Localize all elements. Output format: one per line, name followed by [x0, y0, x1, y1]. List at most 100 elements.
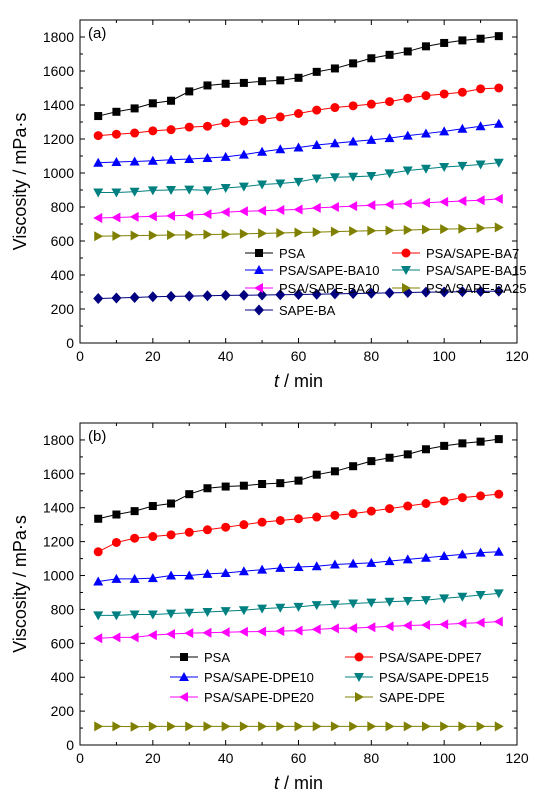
x-tick-label: 40	[218, 750, 234, 766]
data-point	[167, 96, 176, 105]
data-point	[130, 721, 140, 732]
data-point	[275, 205, 285, 216]
data-point	[402, 596, 413, 606]
data-point	[440, 38, 449, 47]
data-point	[349, 226, 359, 237]
data-point	[293, 602, 304, 612]
data-point	[384, 287, 395, 299]
legend-label: PSA/SAPE-DPE20	[204, 690, 314, 705]
data-point	[312, 105, 322, 115]
data-point	[276, 228, 286, 239]
series-PSA	[94, 435, 503, 523]
data-point	[239, 481, 248, 490]
data-point	[147, 630, 157, 641]
data-point	[494, 489, 504, 499]
data-point	[112, 510, 121, 519]
legend-marker	[179, 692, 188, 702]
data-point	[293, 289, 304, 301]
data-point	[366, 622, 376, 633]
legend-item: PSA/SAPE-BA10	[245, 263, 379, 278]
data-point	[203, 81, 212, 90]
y-tick-label: 1600	[43, 466, 74, 482]
data-point	[166, 290, 177, 302]
data-point	[93, 633, 103, 644]
data-point	[185, 490, 194, 499]
data-point	[349, 721, 359, 732]
data-point	[402, 198, 412, 209]
data-point	[312, 470, 321, 479]
data-point	[111, 156, 122, 166]
data-point	[166, 186, 177, 195]
data-point	[129, 610, 140, 620]
data-point	[420, 552, 431, 562]
data-point	[420, 164, 431, 174]
data-point	[147, 211, 157, 222]
data-point	[457, 592, 468, 602]
data-point	[275, 289, 286, 301]
data-point	[257, 517, 267, 527]
data-point	[147, 610, 158, 620]
data-point	[329, 623, 339, 634]
data-point	[367, 721, 377, 732]
data-point	[329, 202, 339, 212]
data-point	[312, 512, 322, 522]
data-point	[366, 287, 377, 299]
data-point	[439, 163, 450, 173]
data-point	[366, 99, 376, 109]
data-point	[202, 186, 213, 196]
data-point	[276, 721, 286, 732]
data-point	[166, 154, 177, 164]
data-point	[420, 128, 431, 138]
data-point	[348, 101, 358, 111]
legend-marker	[402, 283, 411, 293]
data-point	[257, 114, 267, 124]
legend-label: SAPE-DPE	[379, 690, 445, 705]
data-point	[475, 547, 486, 557]
data-point	[202, 525, 212, 535]
legend: PSA PSA/SAPE-DPE7 PSA/SAPE-DPE10 PSA/SAPE-D…	[170, 650, 489, 705]
legend-marker	[354, 673, 364, 682]
data-point	[366, 172, 377, 182]
y-tick-label: 1200	[43, 534, 74, 550]
data-point	[93, 576, 104, 586]
data-point	[329, 173, 340, 183]
legend: PSA PSA/SAPE-BA7 PSA/SAPE-BA10 PSA/SAPE-BA1…	[245, 246, 526, 318]
data-point	[147, 186, 158, 196]
data-point	[385, 97, 395, 107]
data-point	[439, 496, 449, 506]
y-tick-label: 200	[51, 703, 75, 719]
series-PSA/SAPE-DPE20	[93, 616, 503, 644]
data-point	[329, 138, 340, 148]
x-tick-label: 60	[291, 750, 307, 766]
data-point	[221, 118, 231, 128]
legend-item: PSA/SAPE-BA25	[392, 281, 526, 296]
data-point	[221, 482, 230, 491]
y-tick-label: 600	[51, 233, 75, 249]
data-point	[494, 83, 504, 93]
data-point	[166, 210, 176, 221]
legend-marker	[254, 304, 264, 316]
y-tick-label: 1800	[43, 432, 74, 448]
data-point	[367, 225, 377, 236]
data-point	[494, 222, 504, 233]
series-PSA/SAPE-BA15	[93, 158, 504, 198]
series-PSA/SAPE-DPE7	[93, 489, 504, 557]
y-tick-label: 200	[51, 301, 75, 317]
data-point	[402, 166, 413, 176]
data-point	[93, 611, 104, 621]
data-point	[312, 721, 322, 732]
y-tick-label: 1400	[43, 97, 74, 113]
data-point	[257, 205, 267, 216]
chart-panel-b: 0 20 40 60 80 100 1200200400600800100012001400…	[10, 422, 529, 793]
data-point	[311, 139, 322, 149]
series-PSA/SAPE-BA7	[93, 83, 504, 141]
data-point	[93, 131, 103, 141]
data-point	[93, 213, 103, 224]
data-point	[220, 567, 231, 577]
data-point	[221, 721, 231, 732]
data-point	[111, 188, 122, 198]
data-point	[238, 606, 249, 616]
data-point	[185, 229, 195, 240]
data-point	[129, 573, 140, 583]
data-point	[184, 628, 194, 639]
